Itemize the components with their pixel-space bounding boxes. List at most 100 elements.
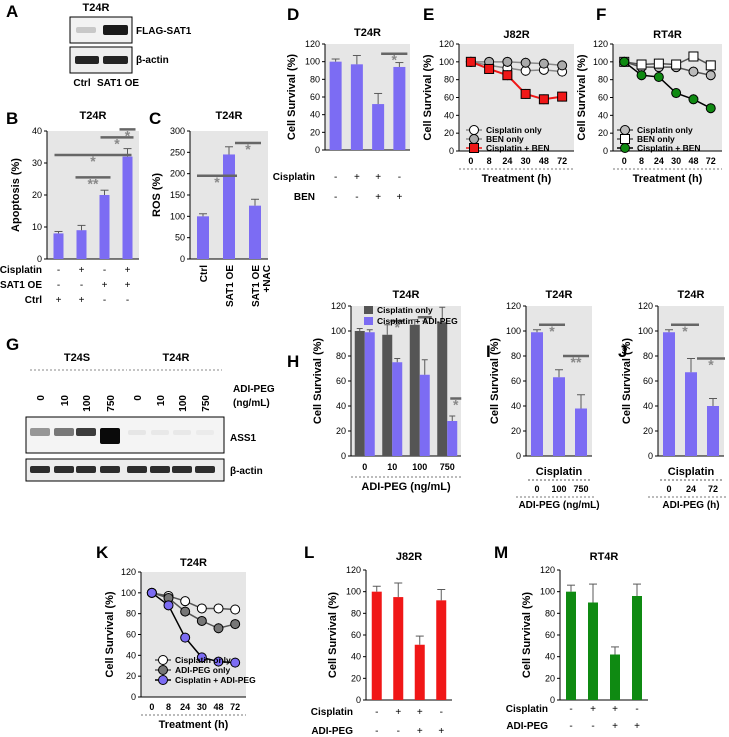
blot-band xyxy=(195,466,215,473)
y-tick-label: 20 xyxy=(643,426,653,436)
y-tick-label: 10 xyxy=(32,222,42,232)
panel-letter-I: I xyxy=(486,342,491,361)
data-point xyxy=(705,70,716,81)
y-tick-label: 300 xyxy=(170,126,185,136)
x-tick-label: 48 xyxy=(213,702,223,712)
bar xyxy=(382,334,393,456)
data-point xyxy=(688,51,699,62)
row-symbol: - xyxy=(103,295,106,306)
y-tick-label: 40 xyxy=(32,126,42,136)
legend-marker xyxy=(158,665,168,675)
group-label: T24S xyxy=(64,352,90,364)
row-label: ADI-PEG xyxy=(311,726,353,737)
row-symbol: - xyxy=(375,707,378,718)
chart-title: T24R xyxy=(80,110,107,122)
bar xyxy=(122,156,133,259)
x-axis-label: Treatment (h) xyxy=(159,719,229,731)
data-point xyxy=(688,94,699,105)
row-symbol: + xyxy=(102,280,108,291)
x-tick-label: 24 xyxy=(686,484,696,494)
group-label: Cisplatin xyxy=(668,466,715,478)
panel-letter-J: J xyxy=(618,342,627,361)
lane-label: SAT1 OE xyxy=(97,78,139,89)
y-tick-label: 40 xyxy=(310,110,320,120)
row-label: ADI-PEG xyxy=(506,721,548,732)
row-symbol: + xyxy=(612,704,618,715)
data-point xyxy=(705,60,716,71)
group-label: Cisplatin xyxy=(536,466,583,478)
y-tick-label: 0 xyxy=(603,146,608,156)
bar xyxy=(354,331,365,456)
legend-marker xyxy=(158,655,168,665)
y-axis-label: Cell Survival (%) xyxy=(621,338,633,425)
band-label: ASS1 xyxy=(230,433,257,444)
blot-band xyxy=(75,56,99,64)
x-tick-label: 30 xyxy=(521,156,531,166)
dose-label: 0 xyxy=(133,395,144,401)
legend-entry: Cisplatin only xyxy=(377,305,433,315)
y-tick-label: 20 xyxy=(511,426,521,436)
bar xyxy=(588,602,598,700)
data-point xyxy=(196,603,207,614)
row-symbol: + xyxy=(590,704,596,715)
bar xyxy=(632,596,642,700)
y-tick-label: 60 xyxy=(545,630,555,640)
y-tick-label: 60 xyxy=(643,376,653,386)
blot-band xyxy=(54,428,74,436)
y-tick-label: 100 xyxy=(506,326,521,336)
row-symbol: + xyxy=(417,726,423,737)
data-point xyxy=(230,604,241,615)
y-tick-label: 20 xyxy=(310,127,320,137)
y-tick-label: 80 xyxy=(444,75,454,85)
y-axis-label: Cell Survival (%) xyxy=(422,54,434,141)
bar xyxy=(99,195,110,259)
y-tick-label: 40 xyxy=(598,110,608,120)
y-tick-label: 100 xyxy=(305,57,320,67)
data-point xyxy=(653,58,664,69)
data-point xyxy=(619,56,630,67)
y-tick-label: 80 xyxy=(511,351,521,361)
x-tick-label: 8 xyxy=(166,702,171,712)
y-tick-label: 80 xyxy=(126,609,136,619)
row-symbol: + xyxy=(375,192,381,203)
x-category-label: SAT1 OE xyxy=(225,265,236,307)
y-tick-label: 80 xyxy=(545,608,555,618)
row-label: Ctrl xyxy=(25,295,42,306)
x-tick-label: 8 xyxy=(487,156,492,166)
y-tick-label: 100 xyxy=(439,57,454,67)
x-axis-label: Treatment (h) xyxy=(633,173,703,185)
x-tick-label: 8 xyxy=(639,156,644,166)
legend-entry: Cisplatin + ADI-PEG xyxy=(175,675,256,685)
row-label: Cisplatin xyxy=(506,704,548,715)
bar xyxy=(364,332,375,456)
data-point xyxy=(230,619,241,630)
significance-star: * xyxy=(453,397,459,413)
blot-band xyxy=(172,466,192,473)
blot-band xyxy=(127,466,147,473)
y-tick-label: 100 xyxy=(540,587,555,597)
x-axis-label: ADI-PEG (ng/mL) xyxy=(518,500,599,511)
bar xyxy=(610,654,620,700)
blot-band xyxy=(196,430,214,435)
y-tick-label: 120 xyxy=(506,301,521,311)
row-label: SAT1 OE xyxy=(0,280,42,291)
panel-letter-C: C xyxy=(149,109,161,128)
y-tick-label: 100 xyxy=(170,211,185,221)
chart-title: T24R xyxy=(180,557,207,569)
significance-star: * xyxy=(422,315,428,331)
y-tick-label: 80 xyxy=(351,608,361,618)
data-point xyxy=(502,70,513,81)
y-tick-label: 200 xyxy=(170,169,185,179)
x-tick-label: 750 xyxy=(440,462,455,472)
row-symbol: + xyxy=(125,265,131,276)
legend-marker xyxy=(158,675,168,685)
blot-band xyxy=(103,25,128,35)
x-tick-label: 72 xyxy=(708,484,718,494)
row-symbol: + xyxy=(79,295,85,306)
bar xyxy=(575,408,587,456)
bar xyxy=(392,362,403,456)
data-point xyxy=(653,71,664,82)
y-tick-label: 60 xyxy=(444,93,454,103)
bar xyxy=(53,233,64,259)
plot-background xyxy=(141,572,246,697)
